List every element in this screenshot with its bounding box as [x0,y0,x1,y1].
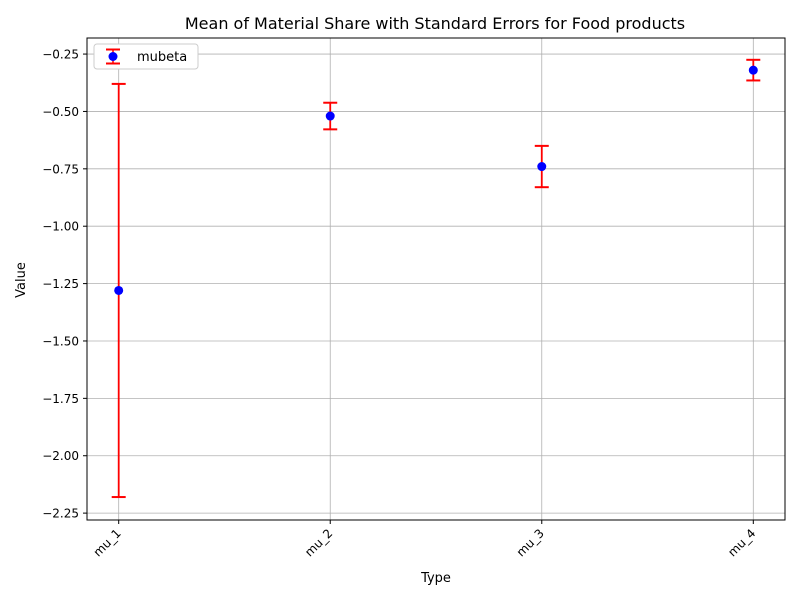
plot-frame [86,37,786,521]
legend: mubeta [93,43,199,70]
data-layer [111,58,761,499]
y-tick-label: −0.50 [42,105,79,119]
y-tick-label: −2.00 [42,449,79,463]
y-tick-label: −0.25 [42,48,79,62]
y-tick-label: −1.50 [42,334,79,348]
y-tick-label: −0.75 [42,162,79,176]
chart-title: Mean of Material Share with Standard Err… [185,14,685,33]
y-tick-label: −1.25 [42,277,79,291]
y-tick-label: −1.00 [42,220,79,234]
y-axis-label: Value [14,262,29,298]
y-tick-label: −1.75 [42,392,79,406]
legend-label: mubeta [137,50,187,65]
data-point-mu_3 [537,162,547,172]
x-axis-label: Type [420,571,451,586]
data-point-mu_1 [114,285,124,295]
y-tick-label: −2.25 [42,507,79,521]
data-point-mu_2 [325,111,335,121]
data-point-mu_4 [748,65,758,75]
legend-marker [108,52,118,61]
